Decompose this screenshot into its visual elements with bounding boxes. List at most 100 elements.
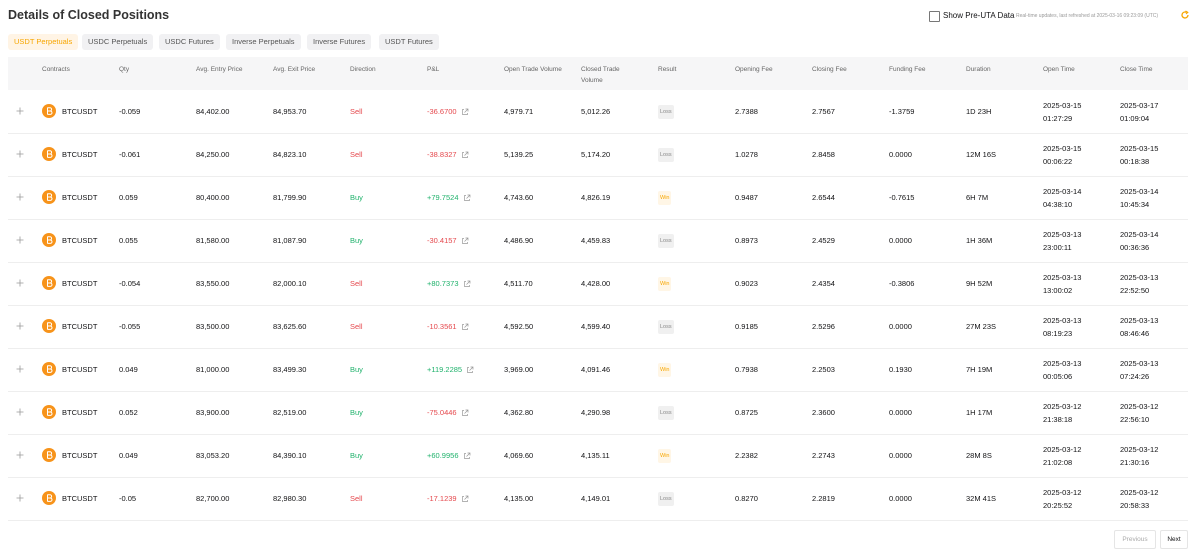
- cell-text: Sell: [350, 321, 363, 331]
- expand-icon[interactable]: [16, 150, 24, 158]
- table-cell: Buy: [350, 391, 420, 434]
- table-cell: 4,743.60: [504, 176, 576, 219]
- table-cell: -75.0446: [427, 391, 497, 434]
- next-button[interactable]: Next: [1160, 530, 1188, 549]
- cell-text: 4,091.46: [581, 364, 611, 374]
- table-cell: 7H 19M: [966, 348, 1036, 391]
- cell-text: 5,012.26: [581, 106, 611, 116]
- table-cell: -0.7615: [889, 176, 959, 219]
- checkbox[interactable]: [929, 11, 940, 22]
- share-icon[interactable]: [461, 108, 469, 116]
- expand-icon[interactable]: [16, 494, 24, 502]
- expand-icon[interactable]: [16, 236, 24, 244]
- cell-text: 2.2503: [812, 364, 835, 374]
- expand-icon[interactable]: [16, 451, 24, 459]
- share-icon[interactable]: [461, 495, 469, 503]
- expand-icon[interactable]: [16, 279, 24, 287]
- table-cell: 6H 7M: [966, 176, 1036, 219]
- table-cell: 0.052: [119, 391, 189, 434]
- contract-name: BTCUSDT: [62, 364, 98, 374]
- table-cell: BTCUSDT: [62, 305, 132, 348]
- table-cell: 0.0000: [889, 391, 959, 434]
- table-cell: BTCUSDT: [62, 133, 132, 176]
- cell-text: 84,390.10: [273, 450, 307, 460]
- expand-icon[interactable]: [16, 408, 24, 416]
- tab[interactable]: Inverse Perpetuals: [226, 34, 301, 50]
- table-cell: Buy: [350, 434, 420, 477]
- cell-text: 2025-03-13 23:00:11: [1043, 229, 1082, 252]
- table-cell: 0.9023: [735, 262, 805, 305]
- expand-icon[interactable]: [16, 107, 24, 115]
- tab[interactable]: USDT Perpetuals: [8, 34, 79, 50]
- expand-icon[interactable]: [16, 193, 24, 201]
- refresh-icon[interactable]: [1180, 10, 1190, 20]
- cell-text: 3,969.00: [504, 364, 534, 374]
- table-cell: BTCUSDT: [62, 219, 132, 262]
- table-cell: 5,139.25: [504, 133, 576, 176]
- table-cell: 82,000.10: [273, 262, 343, 305]
- share-icon[interactable]: [461, 237, 469, 245]
- table-cell: -36.6700: [427, 90, 497, 133]
- cell-text: 0.8973: [735, 235, 758, 245]
- table-cell: 84,250.00: [196, 133, 266, 176]
- cell-text: -17.1239: [427, 493, 457, 503]
- share-icon[interactable]: [461, 151, 469, 159]
- previous-button[interactable]: Previous: [1114, 530, 1156, 549]
- share-icon[interactable]: [463, 194, 471, 202]
- table-cell: 4,486.90: [504, 219, 576, 262]
- coin-icon: [42, 362, 56, 376]
- table-cell: 2025-03-12 20:58:33: [1120, 477, 1186, 520]
- share-icon[interactable]: [463, 452, 471, 460]
- contract-name: BTCUSDT: [62, 278, 98, 288]
- coin-icon: [42, 448, 56, 462]
- cell-text: 2025-03-12 20:58:33: [1120, 487, 1159, 510]
- table-cell: 2025-03-14 00:36:36: [1120, 219, 1186, 262]
- column-header: Close Time: [1120, 66, 1153, 73]
- tab[interactable]: USDC Perpetuals: [82, 34, 154, 50]
- table-cell: BTCUSDT: [62, 176, 132, 219]
- result-badge: Loss: [658, 233, 674, 248]
- table-cell: 0.055: [119, 219, 189, 262]
- cell-text: Sell: [350, 149, 363, 159]
- coin-icon: [42, 147, 56, 161]
- cell-text: 7H 19M: [966, 364, 993, 374]
- share-icon[interactable]: [463, 280, 471, 288]
- expand-icon[interactable]: [16, 322, 24, 330]
- share-icon[interactable]: [461, 323, 469, 331]
- cell-text: 0.055: [119, 235, 138, 245]
- table-cell: -17.1239: [427, 477, 497, 520]
- table-cell: 1D 23H: [966, 90, 1036, 133]
- table-row: BTCUSDT 0.049 81,000.00 83,499.30 Buy +119.22…: [8, 348, 1188, 392]
- cell-text: Sell: [350, 278, 363, 288]
- expand-icon[interactable]: [16, 365, 24, 373]
- table-cell: Sell: [350, 133, 420, 176]
- table-cell: 2025-03-14 04:38:10: [1043, 176, 1109, 219]
- column-header: Avg. Entry Price: [196, 66, 243, 73]
- table-cell: 4,459.83: [581, 219, 631, 262]
- table-cell: 83,499.30: [273, 348, 343, 391]
- share-icon[interactable]: [466, 366, 474, 374]
- cell-text: 4,511.70: [504, 278, 533, 288]
- table-cell: 2.2503: [812, 348, 882, 391]
- table-cell: +80.7373: [427, 262, 497, 305]
- cell-text: 12M 16S: [966, 149, 997, 159]
- table-cell: 2.2743: [812, 434, 882, 477]
- contract-name: BTCUSDT: [62, 192, 98, 202]
- table-row: BTCUSDT -0.055 83,500.00 83,625.60 Sell -10.3…: [8, 305, 1188, 349]
- checkbox-label[interactable]: Show Pre-UTA Data: [943, 11, 1015, 20]
- column-header: Result: [658, 66, 677, 73]
- table-cell: 4,599.40: [581, 305, 631, 348]
- tab[interactable]: Inverse Futures: [307, 34, 372, 50]
- table-cell: 84,823.10: [273, 133, 343, 176]
- share-icon[interactable]: [461, 409, 469, 417]
- refresh-note: Real-time updates, last refreshed at 202…: [1016, 13, 1159, 19]
- tab[interactable]: USDC Futures: [159, 34, 220, 50]
- cell-text: 2025-03-15 00:18:38: [1120, 143, 1159, 166]
- table-cell: 2.6544: [812, 176, 882, 219]
- table-cell: Win: [658, 348, 728, 391]
- cell-text: Buy: [350, 235, 363, 245]
- cell-text: 83,550.00: [196, 278, 230, 288]
- cell-text: 2025-03-12 21:30:16: [1120, 444, 1159, 467]
- cell-text: 28M 8S: [966, 450, 992, 460]
- tab[interactable]: USDT Futures: [379, 34, 439, 50]
